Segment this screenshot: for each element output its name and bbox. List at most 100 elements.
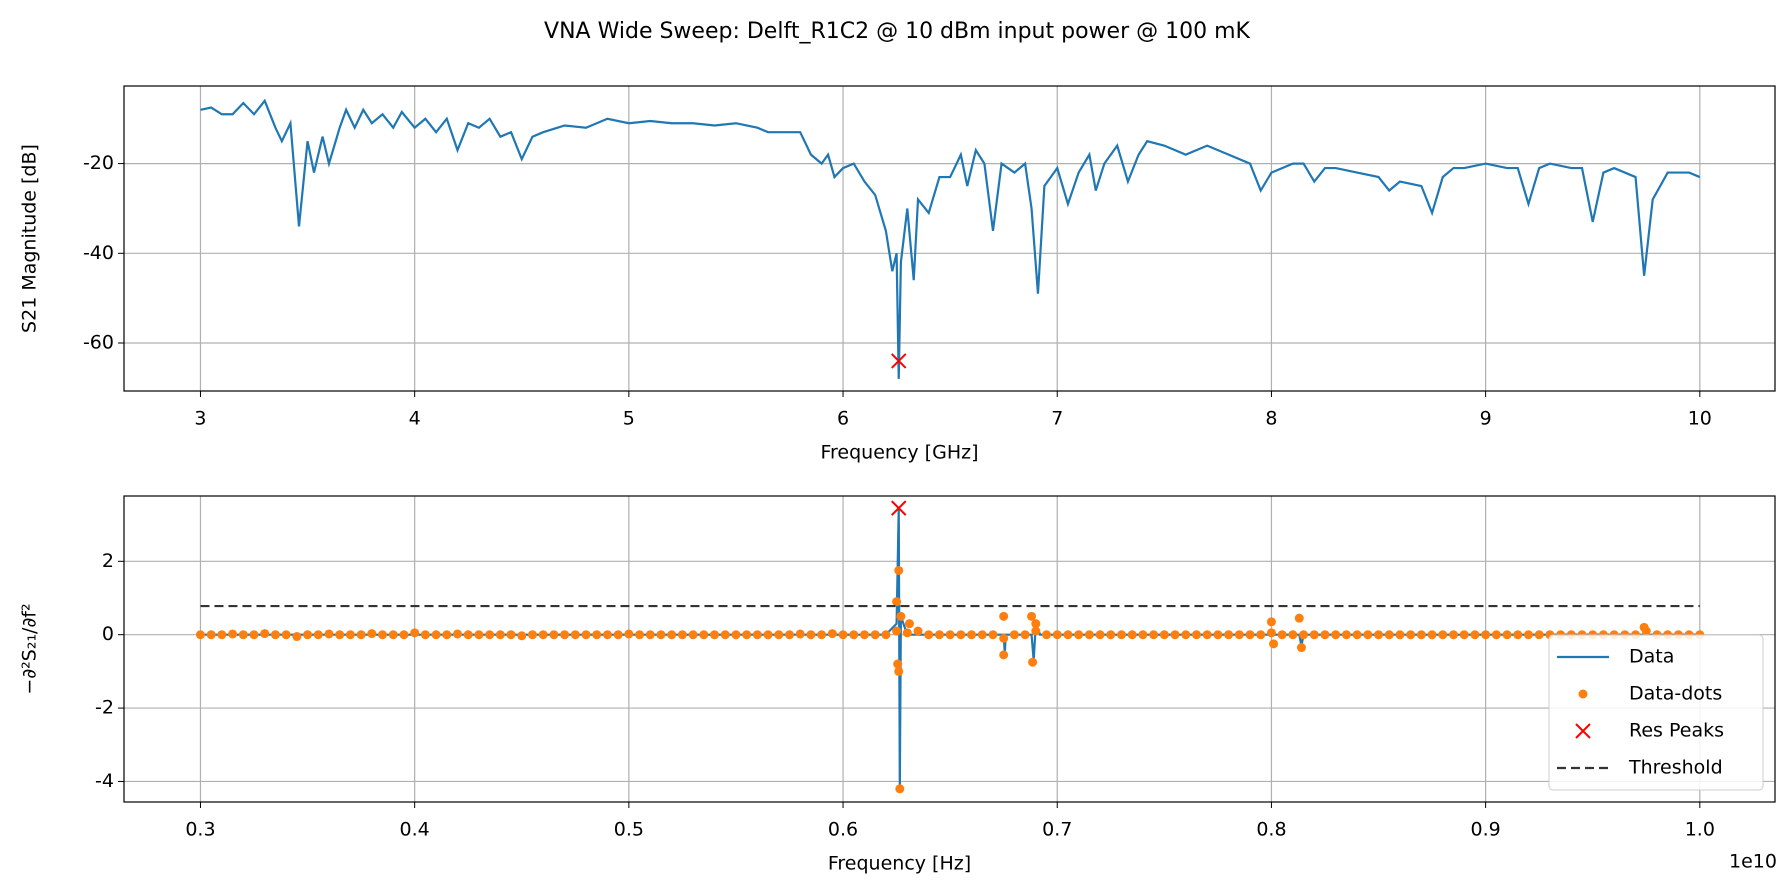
series-1-dot [892,597,902,607]
series-1-dot [1063,630,1073,640]
axes-frame [123,85,1776,392]
series-1-dot [1052,630,1062,640]
series-1-dot [894,666,904,676]
series-1-dot [945,630,955,640]
series-1-dot [1269,639,1279,649]
x-tick-label: 1.0 [1685,819,1715,841]
series-1-dot [367,629,377,639]
series-1-dot [613,630,623,640]
figure-title: VNA Wide Sweep: Delft_R1C2 @ 10 dBm inpu… [544,19,1250,44]
x-tick-label: 6 [837,408,849,430]
series-1-dot [1416,630,1426,640]
series-1-dot [827,629,837,639]
series-1-dot [1513,630,1523,640]
series-1-dot [677,630,687,640]
series-1-dot [195,630,205,640]
series-1-dot [859,630,869,640]
series-1-dot [324,629,334,639]
series-1-dot [452,629,462,639]
x-tick-label: 7 [1051,408,1063,430]
series-1-dot [228,629,238,639]
x-axis-label: Frequency [Hz] [828,853,971,875]
series-1-dot [1309,630,1319,640]
x-tick-label: 0.5 [614,819,644,841]
series-1-dot [999,611,1009,621]
series-1-dot [999,650,1009,660]
x-tick-label: 0.6 [828,819,858,841]
series-1-dot [1502,630,1512,640]
series-1-dot [988,630,998,640]
series-1-dot [999,633,1009,643]
series-1-dot [1213,630,1223,640]
legend-box [1548,634,1764,791]
x-tick-label: 0.3 [185,819,215,841]
x-offset-label: 1e10 [1729,851,1777,873]
series-1-dot [1116,630,1126,640]
series-1-dot [1331,630,1341,640]
series-1-dot [463,630,473,640]
series-1-dot [1095,630,1105,640]
x-axis-label: Frequency [GHz] [820,442,978,464]
series-1-dot [485,630,495,640]
series-1-dot [1074,630,1084,640]
series-1-dot [378,630,388,640]
series-1-dot [1202,630,1212,640]
series-1-dot [894,565,904,575]
series-1-dot [420,630,430,640]
series-1-dot [817,630,827,640]
series-1-dot [570,630,580,640]
series-1-dot [1031,619,1041,629]
series-1-dot [474,630,484,640]
series-1-dot [1294,613,1304,623]
series-1-dot [913,626,923,636]
series-1-dot [1127,630,1137,640]
series-1-dot [249,630,259,640]
series-1-dot [934,630,944,640]
series-1-dot [281,630,291,640]
series-1-dot [1028,657,1038,667]
series-1-dot [688,630,698,640]
x-tick-label: 4 [409,408,421,430]
legend-label: Threshold [1628,757,1723,779]
x-tick-label: 0.4 [400,819,430,841]
series-1-dot [742,630,752,640]
legend-label: Data [1629,646,1674,668]
series-1-dot [303,630,313,640]
series-0-line [200,98,1701,379]
series-1-dot [1020,630,1030,640]
series-1-dot [399,630,409,640]
series-1-dot [1470,630,1480,640]
series-1-dot [710,630,720,640]
series-1-dot [893,659,903,669]
series-1-dot [388,630,398,640]
series-1-marker [891,353,907,369]
series-1-dot [270,630,280,640]
series-1-dot [1296,643,1306,653]
series-1-dot [1031,626,1041,636]
series-1-dot [345,630,355,640]
series-1-dot [924,630,934,640]
series-1-dot [1363,630,1373,640]
series-1-dot [1384,630,1394,640]
series-1-dot [967,630,977,640]
series-1-dot [699,630,709,640]
x-tick-label: 0.8 [1256,819,1286,841]
series-1-dot [896,611,906,621]
series-1-dot [904,619,914,629]
series-1-dot [806,630,816,640]
series-1-dot [635,630,645,640]
series-1-dot [217,630,227,640]
x-tick-label: 0.7 [1042,819,1072,841]
series-1-dot [1427,630,1437,640]
series-1-dot [506,630,516,640]
x-tick-label: 9 [1480,408,1492,430]
series-1-dot [1181,630,1191,640]
series-1-dot [602,630,612,640]
series-1-dot [784,630,794,640]
y-tick-label: -60 [83,332,114,354]
series-1-dot [560,630,570,640]
series-1-dot [752,630,762,640]
series-1-dot [656,630,666,640]
series-1-dot [292,632,302,642]
series-1-dot [410,628,420,638]
